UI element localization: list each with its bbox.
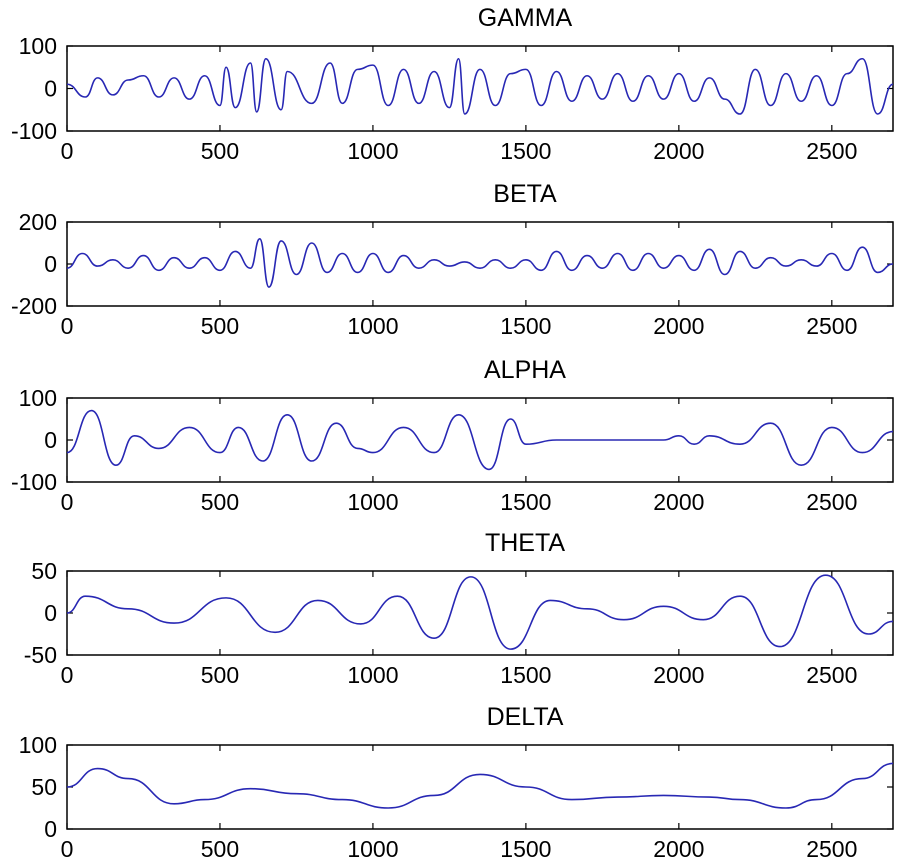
x-tick-label: 1500 [500, 836, 551, 862]
y-tick-label: -100 [11, 118, 57, 144]
x-tick-label: 1000 [347, 138, 398, 164]
x-tick-label: 1000 [347, 489, 398, 515]
x-tick-label: 0 [61, 489, 74, 515]
x-tick-label: 2500 [806, 489, 857, 515]
x-tick-label: 500 [201, 836, 239, 862]
x-tick-label: 0 [61, 313, 74, 339]
x-tick-label: 1000 [347, 662, 398, 688]
series-line-gamma [67, 57, 893, 115]
x-tick-label: 1000 [347, 313, 398, 339]
y-tick-label: -200 [11, 293, 57, 319]
plot-area [66, 45, 894, 132]
y-tick-label: 0 [44, 816, 57, 842]
y-tick-label: 0 [44, 427, 57, 453]
y-tick-label: -100 [11, 469, 57, 495]
x-tick-label: 2500 [806, 138, 857, 164]
panel-title: DELTA [487, 703, 564, 731]
y-tick-label: 0 [44, 600, 57, 626]
y-tick-label: 100 [19, 385, 57, 411]
x-tick-label: 0 [61, 138, 74, 164]
series-line-alpha [67, 409, 893, 471]
plot-area [66, 221, 894, 307]
series-line-theta [67, 574, 893, 650]
y-tick-label: 50 [31, 558, 57, 584]
panel-title: GAMMA [478, 4, 573, 32]
x-tick-label: 1000 [347, 836, 398, 862]
plot-area [66, 744, 894, 830]
x-tick-label: 500 [201, 138, 239, 164]
y-tick-label: 200 [19, 209, 57, 235]
y-tick-label: 100 [19, 33, 57, 59]
x-tick-label: 1500 [500, 489, 551, 515]
x-tick-label: 0 [61, 836, 74, 862]
panel-title: THETA [485, 529, 565, 557]
series-line-beta [67, 238, 893, 288]
panel-title: BETA [493, 180, 557, 208]
y-tick-label: 0 [44, 251, 57, 277]
x-tick-label: 2500 [806, 313, 857, 339]
x-tick-label: 2000 [653, 313, 704, 339]
y-tick-label: -50 [24, 642, 57, 668]
plot-area [66, 397, 894, 483]
y-tick-label: 100 [19, 732, 57, 758]
x-tick-label: 2500 [806, 836, 857, 862]
x-tick-label: 2000 [653, 836, 704, 862]
x-tick-label: 2000 [653, 662, 704, 688]
x-tick-label: 1500 [500, 138, 551, 164]
series-line-delta [67, 762, 893, 809]
x-tick-label: 2000 [653, 138, 704, 164]
x-tick-label: 500 [201, 313, 239, 339]
x-tick-label: 2000 [653, 489, 704, 515]
x-tick-label: 2500 [806, 662, 857, 688]
y-tick-label: 0 [44, 76, 57, 102]
x-tick-label: 500 [201, 662, 239, 688]
x-tick-label: 1500 [500, 662, 551, 688]
y-tick-label: 50 [31, 774, 57, 800]
x-tick-label: 500 [201, 489, 239, 515]
x-tick-label: 1500 [500, 313, 551, 339]
panel-title: ALPHA [484, 356, 566, 384]
x-tick-label: 0 [61, 662, 74, 688]
